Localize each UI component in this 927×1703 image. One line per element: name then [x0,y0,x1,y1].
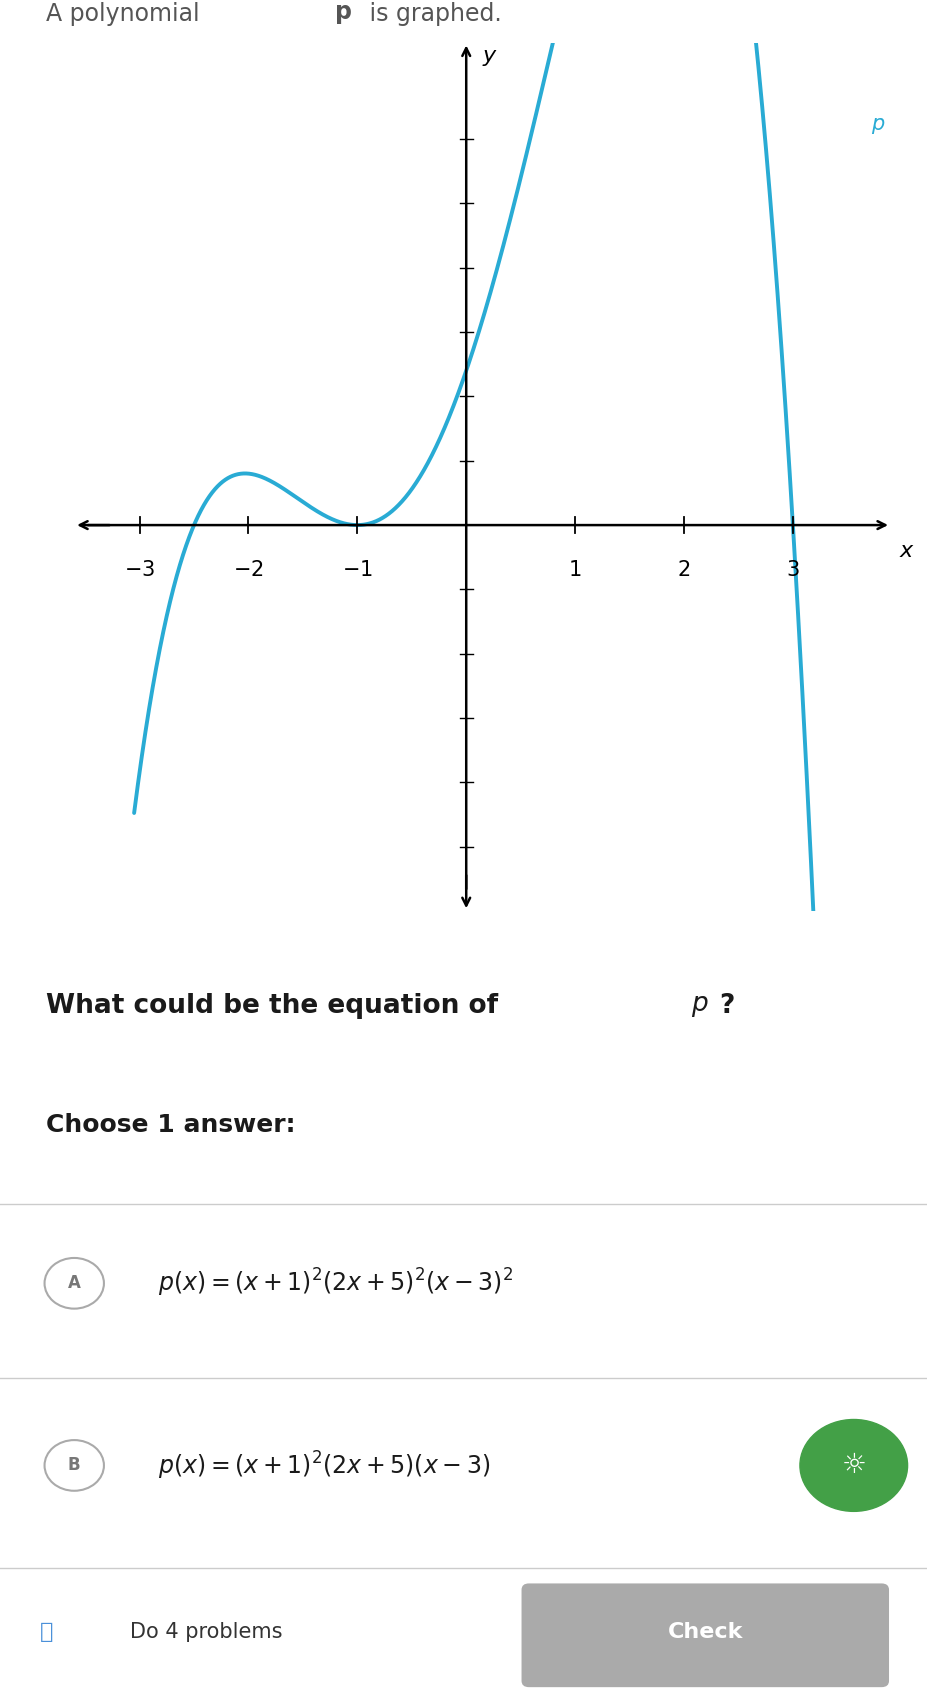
Text: $-3$: $-3$ [124,560,155,581]
Circle shape [799,1420,907,1511]
Text: ?: ? [718,993,734,1018]
Text: $3$: $3$ [785,560,799,581]
Text: $2$: $2$ [677,560,690,581]
Text: $1$: $1$ [568,560,581,581]
Text: $p$: $p$ [870,116,884,136]
Text: Do 4 problems: Do 4 problems [130,1621,282,1642]
Text: $p$: $p$ [691,993,708,1018]
Text: Check: Check [667,1621,743,1642]
Text: is graphed.: is graphed. [362,2,502,26]
Text: $x$: $x$ [897,540,913,562]
Text: $-1$: $-1$ [341,560,373,581]
Text: A polynomial: A polynomial [46,2,208,26]
Text: What could be the equation of: What could be the equation of [46,993,507,1018]
Text: 🖊: 🖊 [40,1621,53,1642]
Text: Choose 1 answer:: Choose 1 answer: [46,1114,296,1138]
Text: ☼: ☼ [841,1451,865,1480]
FancyBboxPatch shape [521,1584,888,1688]
Text: $p(x) = (x+1)^2(2x+5)^2(x-3)^2$: $p(x) = (x+1)^2(2x+5)^2(x-3)^2$ [158,1267,512,1299]
Text: A: A [68,1274,81,1293]
Text: $-2$: $-2$ [233,560,263,581]
Text: B: B [68,1456,81,1475]
Text: $y$: $y$ [482,46,498,68]
Text: $p(x) = (x+1)^2(2x+5)(x-3)$: $p(x) = (x+1)^2(2x+5)(x-3)$ [158,1449,489,1482]
Text: $\mathbf{p}$: $\mathbf{p}$ [334,2,351,26]
